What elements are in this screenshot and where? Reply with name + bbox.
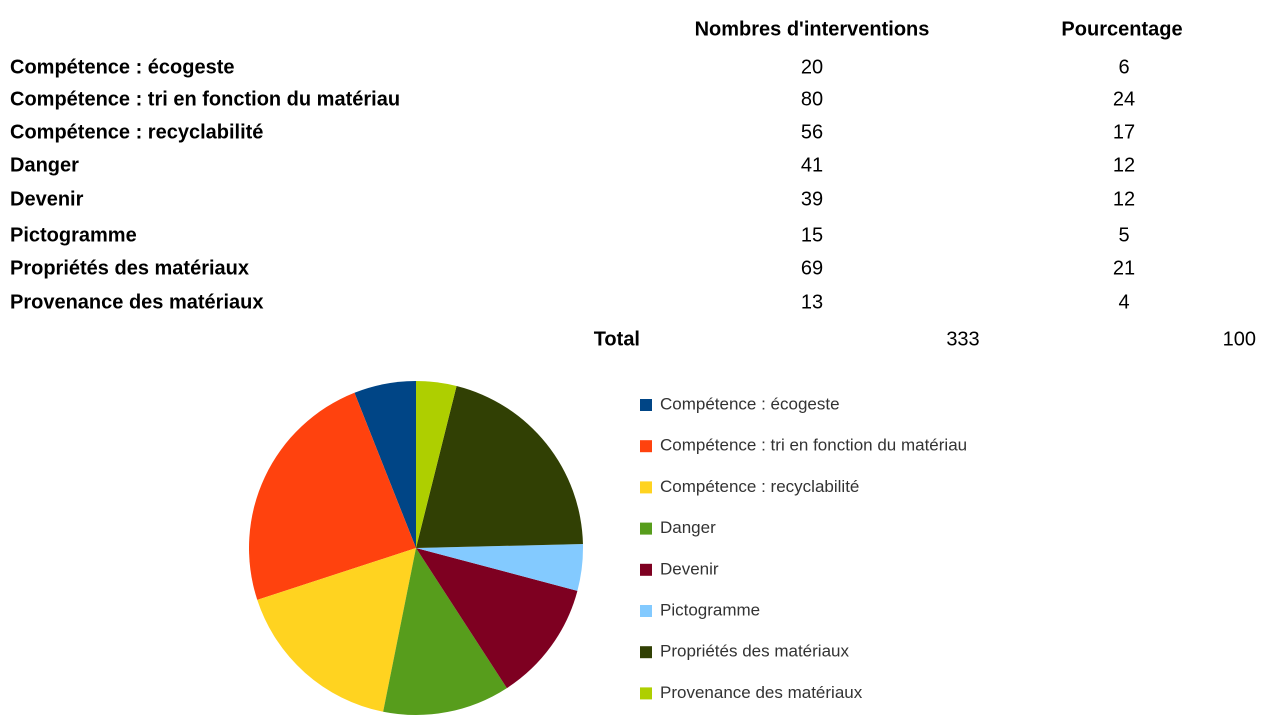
row-count: 39 [801,188,823,210]
total-percent: 100 [1223,328,1256,350]
legend-label: Compétence : recyclabilité [660,477,859,496]
row-percent: 6 [1118,56,1129,78]
pie-slice [416,385,583,548]
row-percent: 5 [1118,224,1129,246]
row-label: Compétence : recyclabilité [10,121,263,143]
legend-label: Compétence : tri en fonction du matériau [660,436,967,455]
legend-swatch [640,605,652,617]
legend-label: Provenance des matériaux [660,683,863,702]
pie-slice [354,381,416,548]
pie-slice [257,548,416,712]
row-count: 80 [801,88,823,110]
legend-swatch [640,687,652,700]
legend-swatch [640,440,652,453]
row-count: 69 [801,257,823,279]
row-count: 20 [801,56,823,78]
legend-label: Danger [660,518,716,537]
row-percent: 4 [1118,291,1129,313]
row-count: 56 [801,121,823,143]
legend-swatch [640,481,652,494]
row-percent: 21 [1113,257,1135,279]
row-label: Devenir [10,188,84,210]
column-header: Pourcentage [1061,18,1182,40]
row-label: Provenance des matériaux [10,291,263,313]
row-percent: 17 [1113,121,1135,143]
legend-swatch [640,399,652,411]
legend-swatch [640,522,652,535]
column-header: Nombres d'interventions [695,18,930,40]
row-count: 13 [801,291,823,313]
legend-label: Compétence : écogeste [660,394,840,413]
row-label: Danger [10,154,79,176]
row-percent: 24 [1113,88,1135,110]
legend-label: Devenir [660,559,719,578]
row-label: Compétence : tri en fonction du matériau [10,88,400,110]
row-label: Pictogramme [10,224,137,246]
total-count: 333 [946,328,979,350]
legend-label: Pictogramme [660,600,760,619]
total-label: Total [594,328,640,350]
pie-slice [416,381,457,548]
row-percent: 12 [1113,154,1135,176]
legend-swatch [640,563,652,576]
row-count: 41 [801,154,823,176]
pie-slice [416,548,578,689]
row-label: Compétence : écogeste [10,56,235,78]
legend-swatch [640,646,652,659]
pie-slice [383,548,507,715]
row-percent: 12 [1113,188,1135,210]
row-count: 15 [801,224,823,246]
pie-slice [416,544,583,591]
row-label: Propriétés des matériaux [10,257,249,279]
pie-slice [248,392,416,600]
legend-label: Propriétés des matériaux [660,642,849,661]
